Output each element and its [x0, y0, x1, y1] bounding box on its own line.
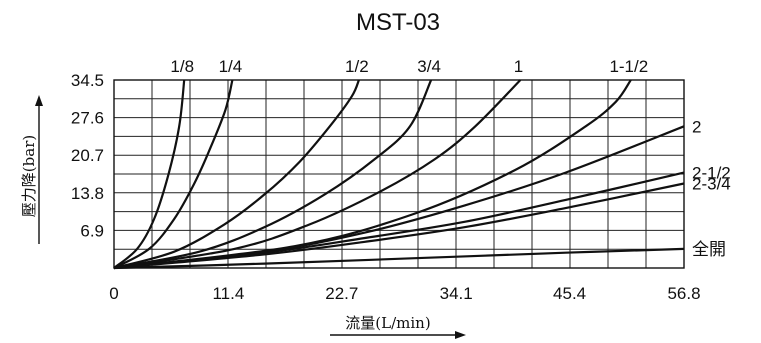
x-tick-label: 22.7: [325, 284, 358, 303]
series-curve: [113, 79, 186, 269]
series-label: 1: [514, 57, 523, 76]
chart-title: MST-03: [356, 9, 440, 36]
y-axis-label-group: 壓力降(bar): [20, 95, 43, 244]
x-tick-label: 45.4: [553, 284, 586, 303]
y-tick-label: 20.7: [71, 146, 104, 165]
series-label: 1/2: [345, 57, 369, 76]
series-label: 1/8: [170, 57, 194, 76]
series-curve: [113, 79, 433, 270]
series-curve: [113, 79, 360, 270]
series-label: 1/4: [219, 57, 243, 76]
x-axis-label-group: 流量(L/min): [330, 314, 466, 339]
y-tick-labels: 6.9 13.8 20.7 27.6 34.5: [71, 71, 104, 240]
x-tick-label: 11.4: [212, 284, 244, 303]
series-label: 3/4: [417, 57, 441, 76]
x-tick-labels: 0 11.4 22.7 34.1 45.4 56.8: [109, 284, 700, 303]
x-tick-label: 34.1: [440, 284, 473, 303]
series-curve: [113, 79, 234, 269]
y-axis-label: 壓力降(bar): [20, 135, 38, 217]
x-tick-label: 0: [109, 284, 118, 303]
series-label: 1-1/2: [609, 57, 648, 76]
series-label: 2-3/4: [692, 175, 731, 194]
series-label: 全開: [692, 240, 726, 259]
series-label: 2: [692, 117, 701, 136]
curves: [113, 79, 685, 270]
series-curve: [113, 182, 685, 270]
series-curve: [113, 125, 685, 270]
y-tick-label: 6.9: [80, 221, 104, 240]
y-tick-label: 34.5: [71, 71, 104, 90]
x-tick-label: 56.8: [667, 284, 700, 303]
y-axis-arrow-head: [35, 95, 43, 106]
x-axis-label: 流量(L/min): [345, 314, 430, 332]
x-axis-arrow-head: [455, 331, 466, 339]
y-tick-label: 27.6: [71, 109, 104, 128]
plot-frame: [113, 79, 685, 269]
y-tick-label: 13.8: [71, 184, 104, 203]
series-curve: [113, 171, 685, 270]
series-curve: [113, 247, 685, 270]
series-labels: 1/8 1/4 1/2 3/4 1 1-1/2 2 2-1/22-3/4 全開: [170, 57, 730, 259]
series-label: 2-1/2: [692, 164, 731, 183]
series-curve: [113, 79, 522, 270]
